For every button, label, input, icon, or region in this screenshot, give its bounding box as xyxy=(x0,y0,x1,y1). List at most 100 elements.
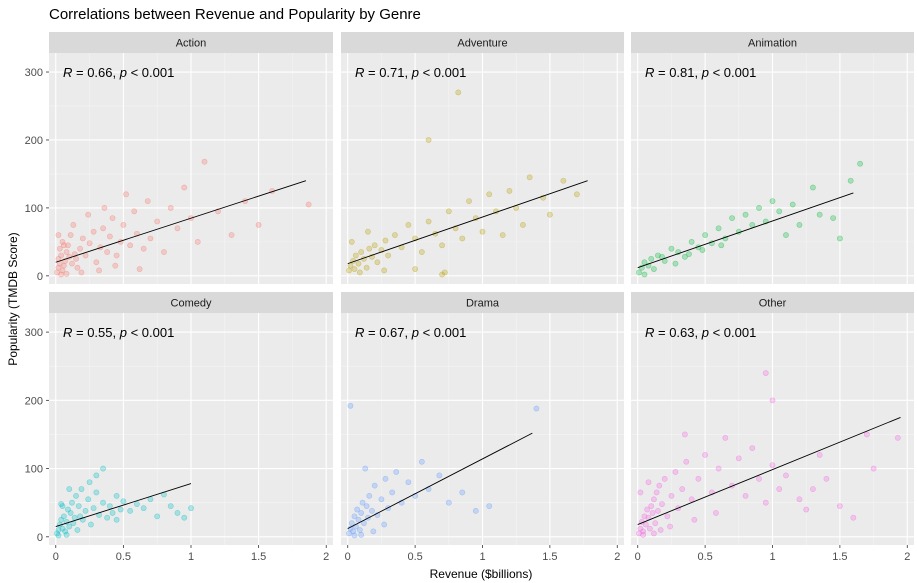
regression-line xyxy=(637,416,901,525)
data-point xyxy=(769,462,776,469)
data-point xyxy=(651,530,657,537)
data-point xyxy=(355,516,362,523)
data-point xyxy=(560,177,567,184)
data-point xyxy=(101,205,108,211)
data-point xyxy=(776,486,783,492)
facet-strip xyxy=(631,32,914,53)
facet-strip xyxy=(631,292,914,313)
data-point xyxy=(682,253,688,260)
data-point xyxy=(109,510,116,516)
y-tick-label: 300 xyxy=(25,327,43,339)
data-point xyxy=(55,232,62,238)
data-point xyxy=(762,499,769,506)
data-point xyxy=(366,492,373,499)
data-point xyxy=(77,245,84,252)
data-point xyxy=(870,465,877,472)
data-point xyxy=(667,523,673,530)
data-point xyxy=(346,530,352,537)
facet-label-action: Action xyxy=(176,38,207,50)
data-point xyxy=(378,496,385,503)
data-point xyxy=(65,242,71,249)
y-tick-label: 100 xyxy=(25,464,43,476)
data-point xyxy=(78,269,85,276)
data-point xyxy=(389,489,396,496)
data-point xyxy=(499,232,506,238)
x-tick-label: 0 xyxy=(345,551,351,563)
data-point xyxy=(363,264,370,271)
data-point xyxy=(823,475,830,482)
data-point xyxy=(810,184,816,191)
y-tick-label: 0 xyxy=(37,532,43,544)
data-point xyxy=(546,211,553,218)
data-point xyxy=(60,513,67,520)
data-point xyxy=(695,475,702,482)
correlation-annotation: R = 0.81, p < 0.001 xyxy=(645,65,756,80)
data-point xyxy=(78,486,85,492)
data-point xyxy=(749,445,756,452)
data-point xyxy=(127,507,134,514)
data-point xyxy=(381,267,388,274)
data-point xyxy=(140,245,147,252)
data-point xyxy=(88,521,94,528)
data-point xyxy=(847,177,854,184)
facet-label-other: Other xyxy=(759,298,787,310)
data-point xyxy=(356,269,363,276)
data-point xyxy=(506,188,513,194)
data-point xyxy=(351,513,358,520)
data-point xyxy=(188,505,194,512)
data-point xyxy=(520,221,526,228)
data-point xyxy=(174,510,181,516)
facet-strip xyxy=(49,32,333,53)
data-point xyxy=(352,252,359,259)
data-point xyxy=(573,191,580,198)
data-point xyxy=(346,267,352,274)
data-point xyxy=(863,431,870,438)
data-point xyxy=(418,458,425,465)
data-point xyxy=(369,507,375,514)
x-tick-label: 2 xyxy=(614,551,620,563)
data-point xyxy=(479,228,486,235)
data-point xyxy=(363,503,370,510)
regression-line xyxy=(55,180,307,263)
data-point xyxy=(58,271,65,278)
data-point xyxy=(70,221,77,228)
data-point xyxy=(54,530,61,537)
x-tick-label: 1.5 xyxy=(542,551,557,563)
facet-action: Action R = 0.66, p < 0.001 0 100 200 300 xyxy=(25,32,333,284)
data-point xyxy=(93,259,100,266)
data-point xyxy=(640,531,647,538)
facet-label-drama: Drama xyxy=(466,298,500,310)
data-point xyxy=(140,505,147,512)
data-point xyxy=(167,503,174,510)
data-point xyxy=(382,475,389,482)
data-point xyxy=(651,266,657,272)
facet-strip xyxy=(49,292,333,313)
data-point xyxy=(688,496,695,503)
data-point xyxy=(58,516,65,523)
data-point xyxy=(104,514,111,521)
data-point xyxy=(120,221,127,228)
y-tick-label: 200 xyxy=(25,395,43,407)
data-point xyxy=(86,479,93,486)
data-point xyxy=(356,527,363,533)
data-point xyxy=(393,469,400,475)
x-tick-label: 2 xyxy=(323,551,329,563)
data-point xyxy=(742,492,749,499)
data-point xyxy=(347,402,354,409)
data-point xyxy=(653,489,660,496)
data-point xyxy=(109,215,116,221)
data-point xyxy=(459,489,466,496)
data-point xyxy=(645,479,652,486)
data-point xyxy=(127,242,134,249)
data-point xyxy=(359,499,366,506)
data-point xyxy=(350,528,357,535)
data-point xyxy=(392,232,398,238)
data-point xyxy=(73,255,79,262)
data-point xyxy=(816,211,823,218)
facet-label-animation: Animation xyxy=(748,38,797,50)
data-point xyxy=(445,499,452,506)
data-point xyxy=(425,137,432,143)
y-tick-label: 200 xyxy=(25,135,43,147)
data-point xyxy=(59,503,66,510)
data-point xyxy=(100,499,106,506)
